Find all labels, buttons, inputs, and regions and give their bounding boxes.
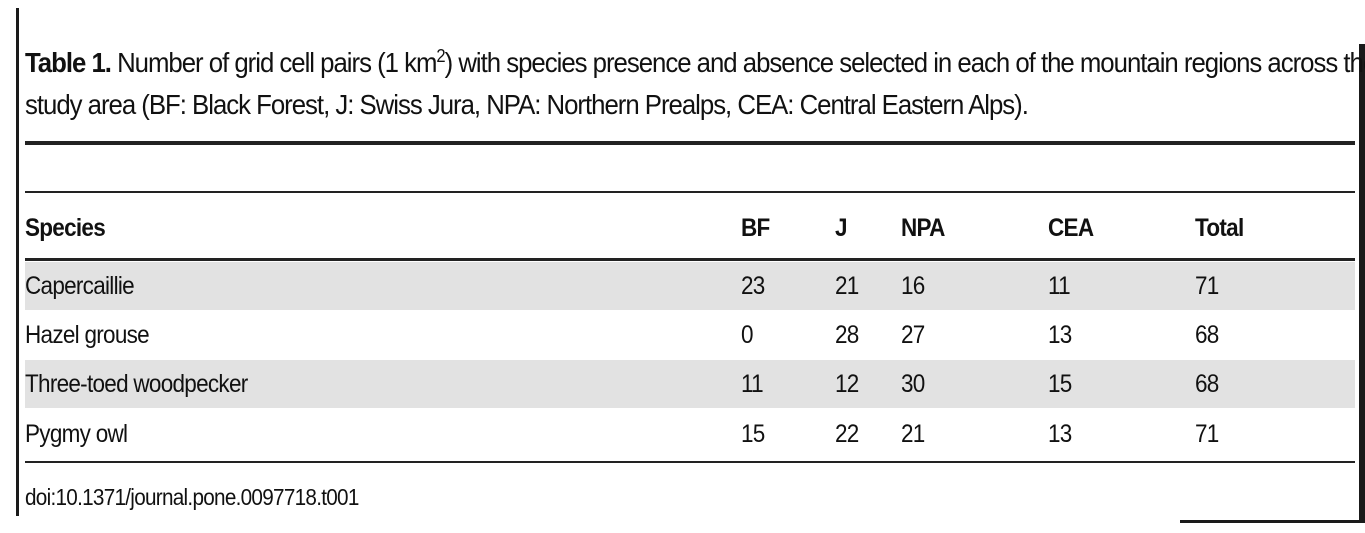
doi-text: doi:10.1371/journal.pone.0097718.t001: [25, 484, 359, 510]
caption-line2: study area (BF: Black Forest, J: Swiss J…: [25, 89, 1029, 120]
cell-species: Three-toed woodpecker: [25, 370, 248, 398]
cell-bf: 11: [741, 370, 764, 398]
cell-cea: 13: [1048, 420, 1072, 448]
cell-cea: 11: [1048, 272, 1071, 300]
header-total: Total: [1195, 214, 1244, 242]
caption-label: Table 1.: [25, 47, 112, 78]
cell-j: 21: [835, 272, 859, 300]
cell-npa: 27: [901, 321, 925, 349]
cell-total: 68: [1195, 370, 1219, 398]
cell-j: 22: [835, 420, 859, 448]
table-row: Capercaillie 23 21 16 11 71: [25, 262, 1355, 310]
cell-bf: 0: [741, 321, 754, 349]
cell-total: 71: [1195, 272, 1219, 300]
header-bf: BF: [741, 214, 770, 242]
cell-j: 28: [835, 321, 859, 349]
caption-superscript: 2: [436, 46, 445, 66]
cell-j: 12: [835, 370, 859, 398]
header-npa: NPA: [901, 214, 945, 242]
cell-species: Pygmy owl: [25, 420, 128, 448]
header-bottom-rule: [25, 258, 1355, 261]
table-bottom-rule: [25, 461, 1355, 463]
frame-bottom-border: [1180, 520, 1365, 523]
header-cea: CEA: [1048, 214, 1094, 242]
cell-npa: 16: [901, 272, 925, 300]
table-row: Hazel grouse 0 28 27 13 68: [25, 311, 1355, 359]
table-header-row: Species BF J NPA CEA Total: [25, 204, 1355, 252]
cell-npa: 30: [901, 370, 925, 398]
cell-npa: 21: [901, 420, 925, 448]
cell-bf: 15: [741, 420, 765, 448]
cell-cea: 13: [1048, 321, 1072, 349]
table-caption: Table 1. Number of grid cell pairs (1 km…: [25, 42, 1365, 126]
cell-species: Hazel grouse: [25, 321, 150, 349]
caption-text-part2: ) with species presence and absence sele…: [444, 47, 1365, 78]
cell-cea: 15: [1048, 370, 1072, 398]
cell-species: Capercaillie: [25, 272, 135, 300]
header-j: J: [835, 214, 848, 242]
left-margin-rule: [16, 8, 19, 516]
top-thick-rule: [25, 141, 1355, 145]
table-row: Three-toed woodpecker 11 12 30 15 68: [25, 360, 1355, 408]
header-species: Species: [25, 214, 106, 242]
header-top-rule: [25, 191, 1355, 193]
frame-right-border: [1359, 44, 1365, 522]
cell-total: 68: [1195, 321, 1219, 349]
table-row: Pygmy owl 15 22 21 13 71: [25, 410, 1355, 458]
cell-bf: 23: [741, 272, 765, 300]
cell-total: 71: [1195, 420, 1219, 448]
caption-text-part1: Number of grid cell pairs (1 km: [110, 47, 437, 78]
